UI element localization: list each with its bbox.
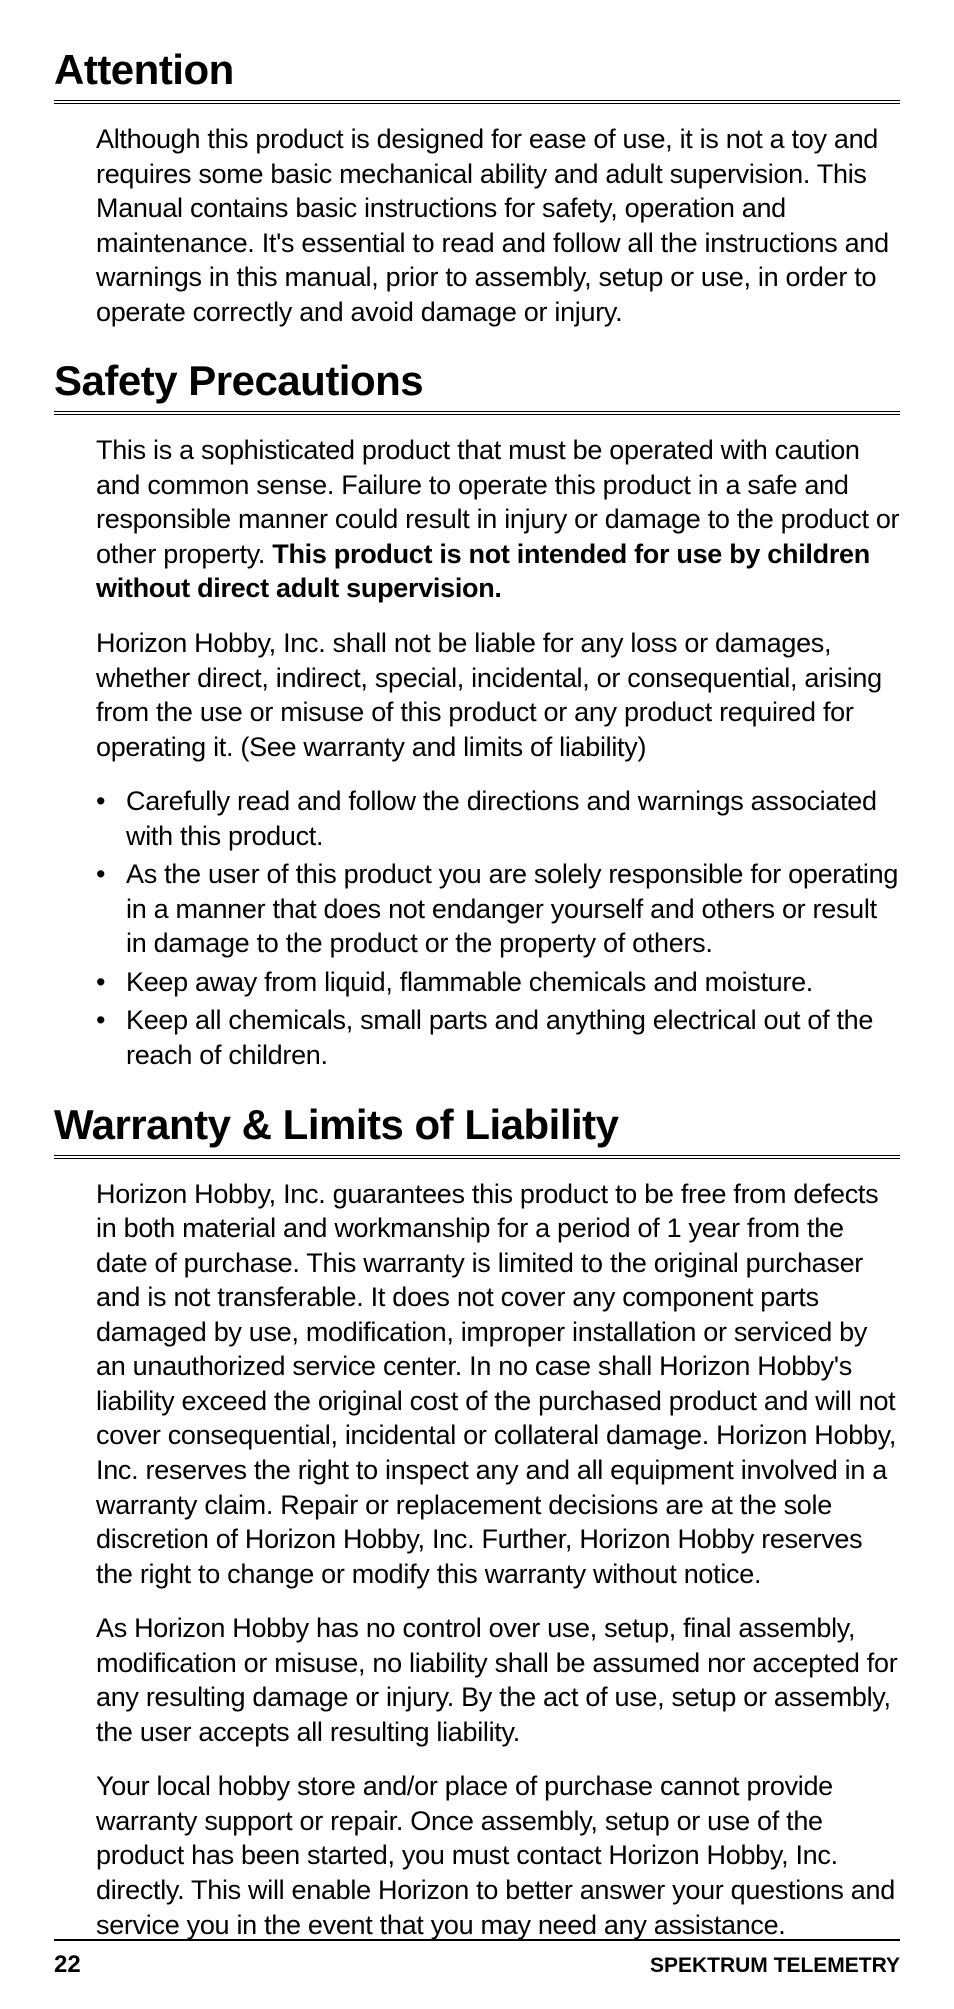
- safety-paragraph-1: This is a sophisticated product that mus…: [96, 433, 900, 606]
- list-item: Keep away from liquid, flammable chemica…: [96, 965, 900, 1000]
- warranty-paragraph-3: Your local hobby store and/or place of p…: [96, 1769, 900, 1942]
- heading-safety-precautions: Safety Precautions: [54, 357, 900, 415]
- list-item: Keep all chemicals, small parts and anyt…: [96, 1003, 900, 1072]
- footer-rule: [54, 1939, 900, 1941]
- page-footer: 22 SPEKTRUM TELEMETRY: [0, 1939, 954, 1979]
- heading-attention: Attention: [54, 46, 900, 104]
- heading-warranty: Warranty & Limits of Liability: [54, 1101, 900, 1159]
- safety-paragraph-2: Horizon Hobby, Inc. shall not be liable …: [96, 626, 900, 764]
- page-number: 22: [54, 1951, 81, 1979]
- attention-paragraph: Although this product is designed for ea…: [96, 122, 900, 329]
- safety-bullet-list: Carefully read and follow the directions…: [96, 784, 900, 1072]
- list-item: As the user of this product you are sole…: [96, 857, 900, 961]
- warranty-paragraph-1: Horizon Hobby, Inc. guarantees this prod…: [96, 1177, 900, 1592]
- footer-brand: SPEKTRUM TELEMETRY: [650, 1954, 900, 1978]
- manual-page: Attention Although this product is desig…: [0, 0, 954, 2009]
- warranty-paragraph-2: As Horizon Hobby has no control over use…: [96, 1611, 900, 1749]
- list-item: Carefully read and follow the directions…: [96, 784, 900, 853]
- footer-row: 22 SPEKTRUM TELEMETRY: [54, 1951, 900, 1979]
